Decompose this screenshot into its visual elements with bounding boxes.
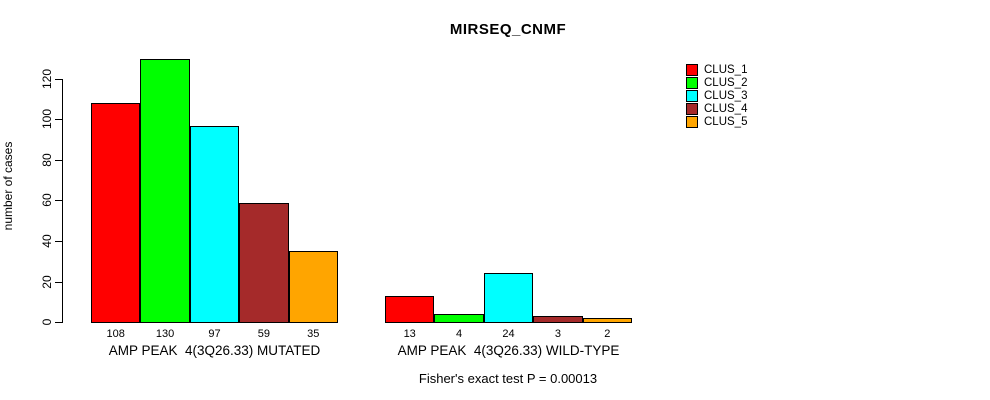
y-tick-mark: [55, 119, 62, 121]
y-tick-mark: [55, 241, 62, 242]
y-tick-label: 20: [40, 274, 54, 289]
bar-clus_4-group2: [533, 315, 583, 323]
legend-item-clus_5: CLUS_5: [686, 116, 747, 129]
y-tick-label: 60: [40, 193, 54, 208]
legend-swatch-clus_3: [686, 89, 698, 102]
legend-item-clus_1: CLUS_1: [686, 63, 747, 76]
bar-value-label: 3: [554, 328, 561, 340]
bar-value-label: 4: [456, 328, 463, 340]
legend-swatch-clus_5: [686, 116, 698, 129]
y-tick-label: 40: [40, 234, 54, 248]
y-tick-label: 120: [40, 68, 54, 89]
bar-value-label: 13: [403, 328, 416, 340]
y-tick-label: 100: [40, 109, 54, 130]
bar-value-label: 35: [307, 328, 320, 340]
bar-clus_3-group1: [189, 125, 240, 323]
bar-clus_2-group2: [434, 313, 484, 323]
bar-value-label: 97: [208, 328, 221, 340]
chart-title: MIRSEQ_CNMF: [449, 21, 567, 38]
bar-value-label: 2: [604, 328, 611, 340]
legend-item-clus_2: CLUS_2: [686, 76, 747, 89]
legend-swatch-clus_1: [686, 63, 698, 76]
bar-value-label: 130: [155, 328, 175, 340]
fisher-test-caption: Fisher's exact test P = 0.00013: [418, 371, 598, 386]
bar-clus_2-group1: [140, 58, 190, 323]
bar-clus_3-group2: [483, 273, 534, 323]
bar-clus_5-group2: [582, 317, 632, 323]
legend-item-label: CLUS_3: [704, 89, 748, 102]
legend: CLUS_1 CLUS_2 CLUS_3 CLUS_4 CLUS_5: [686, 63, 747, 129]
y-tick-label: 80: [40, 153, 54, 167]
y-axis-label: number of cases: [1, 141, 15, 231]
y-tick-mark: [55, 322, 62, 323]
bar-clus_4-group1: [239, 202, 289, 323]
y-tick-label: 0: [40, 318, 54, 326]
legend-swatch-clus_4: [686, 103, 698, 116]
y-tick-mark: [55, 281, 62, 283]
bar-value-label: 108: [106, 328, 125, 340]
y-tick-mark: [55, 78, 62, 80]
bar-clus_1-group2: [385, 295, 435, 323]
legend-item-label: CLUS_2: [704, 76, 748, 89]
y-tick-mark: [55, 159, 62, 161]
bar-value-label: 59: [257, 328, 270, 340]
legend-item-clus_4: CLUS_4: [686, 103, 747, 116]
group-label-1: AMP PEAK 4(3Q26.33) MUTATED: [108, 343, 321, 358]
legend-item-label: CLUS_4: [704, 103, 748, 116]
y-tick-mark: [55, 200, 62, 202]
bar-value-label: 24: [502, 328, 515, 340]
legend-swatch-clus_2: [686, 76, 698, 89]
bar-clus_1-group1: [91, 103, 141, 323]
legend-item-label: CLUS_1: [704, 63, 748, 76]
legend-item-clus_3: CLUS_3: [686, 89, 747, 102]
y-axis-line: [62, 78, 63, 323]
bar-clus_5-group1: [288, 251, 338, 323]
group-label-2: AMP PEAK 4(3Q26.33) WILD-TYPE: [397, 343, 620, 358]
legend-item-label: CLUS_5: [704, 116, 748, 129]
